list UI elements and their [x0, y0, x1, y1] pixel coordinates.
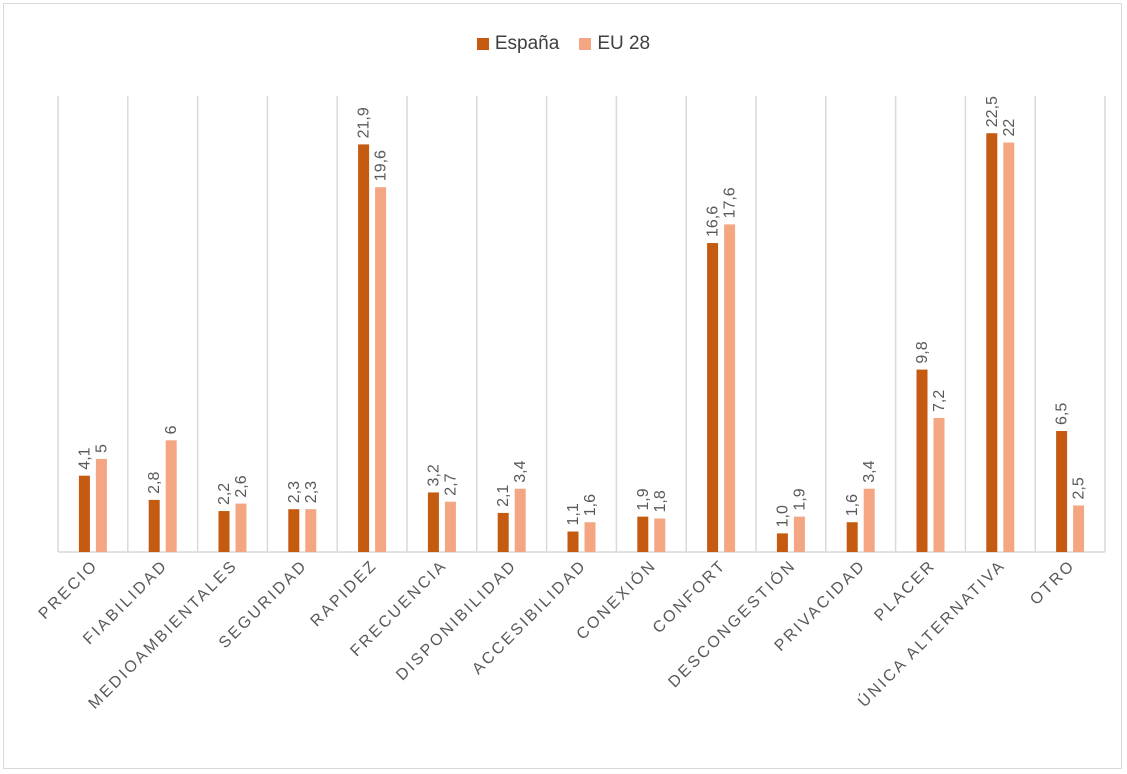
data-label-eu28: 1,9: [791, 488, 808, 510]
legend-label-eu28: EU 28: [597, 33, 651, 54]
data-label-espana: 2,2: [216, 483, 233, 505]
bar-espana: [78, 475, 90, 552]
data-label-espana: 2,3: [286, 481, 303, 503]
data-label-espana: 1,0: [774, 505, 791, 527]
bar-espana: [358, 144, 370, 552]
legend-item-eu28: EU 28: [579, 33, 650, 55]
data-label-eu28: 5: [93, 444, 110, 453]
category-label: PLACER: [871, 557, 939, 625]
bar-espana: [637, 516, 649, 552]
data-label-eu28: 3,4: [861, 460, 878, 482]
data-label-eu28: 7,2: [931, 390, 948, 412]
bar-espana: [218, 511, 230, 552]
data-label-espana: 3,2: [425, 464, 442, 486]
bar-eu28: [514, 488, 526, 552]
bar-espana: [707, 243, 719, 552]
bar-espana: [148, 499, 160, 552]
data-label-espana: 2,1: [495, 485, 512, 507]
data-label-espana: 2,8: [146, 472, 163, 494]
category-label: ACCESIBILIDAD: [469, 557, 590, 678]
category-label: DESCONGESTIÓN: [664, 555, 800, 691]
data-label-eu28: 22: [1001, 119, 1018, 137]
data-label-espana: 6,5: [1054, 403, 1071, 425]
bar-espana: [776, 533, 788, 552]
data-label-eu28: 19,6: [373, 150, 390, 181]
bar-eu28: [235, 503, 247, 552]
bar-espana: [986, 133, 998, 552]
bar-eu28: [1003, 142, 1015, 552]
bar-espana: [427, 492, 439, 552]
data-label-espana: 21,9: [356, 107, 373, 138]
bar-eu28: [165, 440, 177, 552]
bar-eu28: [1073, 505, 1085, 552]
data-label-eu28: 2,6: [233, 475, 250, 497]
data-label-eu28: 3,4: [512, 460, 529, 482]
bar-eu28: [444, 501, 456, 552]
legend-label-espana: España: [494, 33, 560, 54]
category-label: OTRO: [1027, 557, 1079, 609]
chart-frame: [3, 3, 1122, 769]
bar-eu28: [933, 417, 945, 552]
data-label-espana: 9,8: [914, 341, 931, 363]
bar-eu28: [584, 522, 596, 552]
bar-espana: [1056, 431, 1068, 552]
bar-espana: [567, 531, 579, 552]
category-label: DISPONIBILIDAD: [393, 557, 520, 684]
data-label-eu28: 1,8: [652, 490, 669, 512]
bar-eu28: [654, 518, 666, 552]
bar-eu28: [793, 516, 805, 552]
category-label: ÚNICA ALTERNATIVA: [854, 555, 1009, 710]
bar-eu28: [724, 224, 736, 552]
data-label-eu28: 1,6: [582, 494, 599, 516]
data-label-eu28: 2,7: [442, 473, 459, 495]
data-label-espana: 4,1: [76, 447, 93, 469]
data-label-espana: 1,6: [844, 494, 861, 516]
bar-espana: [846, 522, 858, 552]
data-label-espana: 16,6: [705, 206, 722, 237]
data-label-eu28: 6: [163, 425, 180, 434]
bar-espana: [497, 512, 509, 552]
chart-legend: España EU 28: [0, 33, 1127, 55]
bar-eu28: [95, 458, 107, 552]
category-label: RAPIDEZ: [307, 557, 380, 630]
category-label: PRECIO: [36, 557, 102, 623]
bar-espana: [916, 369, 928, 552]
bar-eu28: [863, 488, 875, 552]
data-label-eu28: 17,6: [722, 187, 739, 218]
legend-swatch-espana: [476, 38, 489, 50]
bar-eu28: [305, 509, 317, 552]
data-label-eu28: 2,3: [303, 481, 320, 503]
legend-swatch-eu28: [579, 38, 592, 50]
legend-item-espana: España: [476, 33, 560, 55]
data-label-espana: 1,9: [635, 488, 652, 510]
data-label-eu28: 2,5: [1071, 477, 1088, 499]
data-label-espana: 1,1: [565, 503, 582, 525]
bar-eu28: [375, 187, 387, 552]
category-label: MEDIOAMBIENTALES: [86, 557, 242, 713]
data-label-espana: 22,5: [984, 96, 1001, 127]
bar-espana: [288, 509, 300, 552]
category-label: CONFORT: [650, 557, 730, 637]
